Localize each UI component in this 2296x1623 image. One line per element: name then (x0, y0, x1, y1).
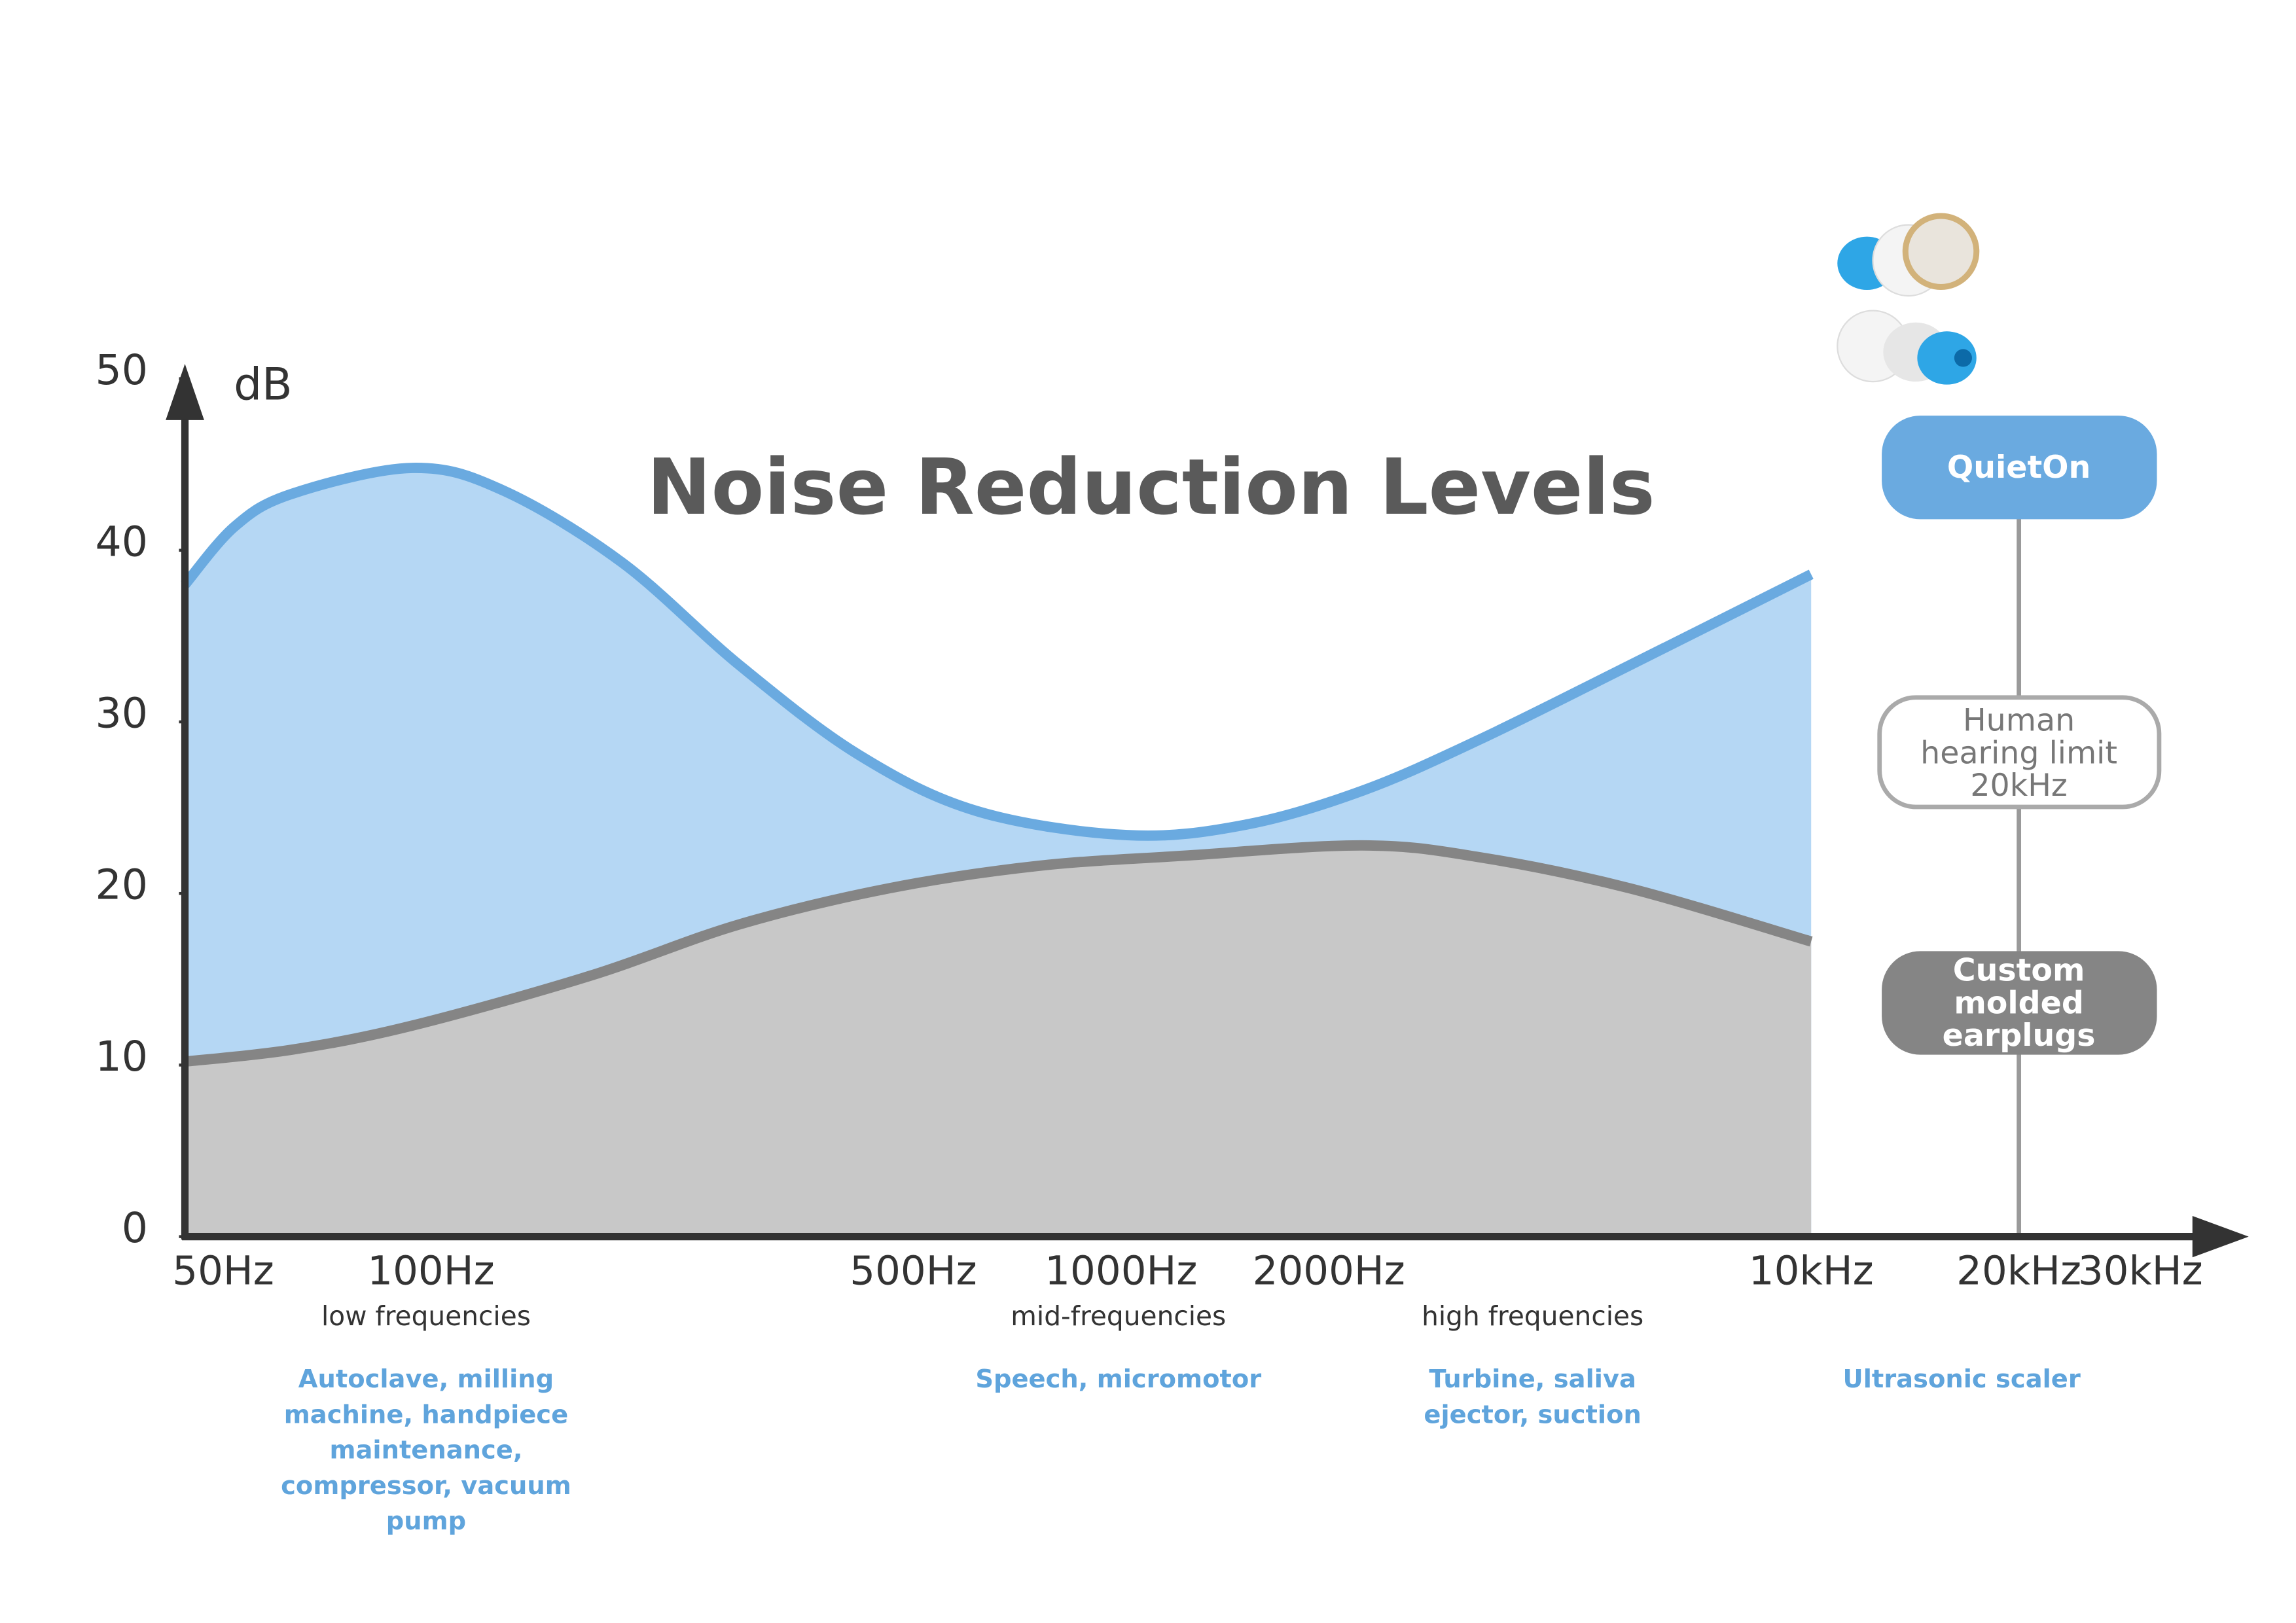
band-label: mid-frequencies (1011, 1302, 1227, 1333)
x-tick-label: 500Hz (850, 1248, 977, 1294)
band-sources: Turbine, saliva ejector, suction (1424, 1365, 1641, 1431)
x-tick-label: 2000Hz (1253, 1248, 1405, 1294)
band-sources: Speech, micromotor (975, 1365, 1262, 1395)
band-label: low frequencies (321, 1302, 531, 1333)
y-axis-arrow (166, 364, 204, 420)
earplug-cap (1902, 213, 1980, 291)
plot (181, 463, 2022, 1237)
y-tick-label: 50 (96, 346, 149, 394)
x-tick-label: 10kHz (1749, 1248, 1874, 1294)
x-tick-label: 30kHz (2078, 1248, 2203, 1294)
y-tick-label: 40 (96, 517, 149, 565)
x-tick-label: 100Hz (367, 1248, 494, 1294)
band-sources: Autoclave, milling machine, handpiece ma… (281, 1365, 571, 1537)
y-tick-label: 0 (122, 1204, 148, 1252)
earplug-tip (1917, 331, 1977, 385)
chart-title: Noise Reduction Levels (647, 442, 1655, 532)
y-axis-label: dB (234, 359, 293, 410)
x-tick-label: 50Hz (172, 1248, 274, 1294)
legend-quieton: QuietOn (1881, 416, 2157, 520)
line (181, 463, 1814, 841)
band-label: high frequencies (1422, 1302, 1644, 1333)
hearing-limit-label: Human hearing limit 20kHz (1876, 695, 2161, 810)
area (185, 845, 1812, 1237)
line (184, 840, 1813, 1067)
legend-custom: Custom molded earplugs (1881, 951, 2157, 1055)
y-tick-label: 20 (96, 861, 149, 909)
band-sources: Ultrasonic scaler (1842, 1365, 2081, 1395)
earplug-hole (1954, 349, 1972, 367)
earplug-icon (1837, 213, 1980, 385)
y-tick-label: 10 (96, 1032, 149, 1080)
y-tick-label: 30 (96, 689, 149, 738)
x-axis-arrow (2192, 1215, 2249, 1258)
x-tick-label: 20kHz (1956, 1248, 2081, 1294)
x-tick-label: 1000Hz (1045, 1248, 1197, 1294)
